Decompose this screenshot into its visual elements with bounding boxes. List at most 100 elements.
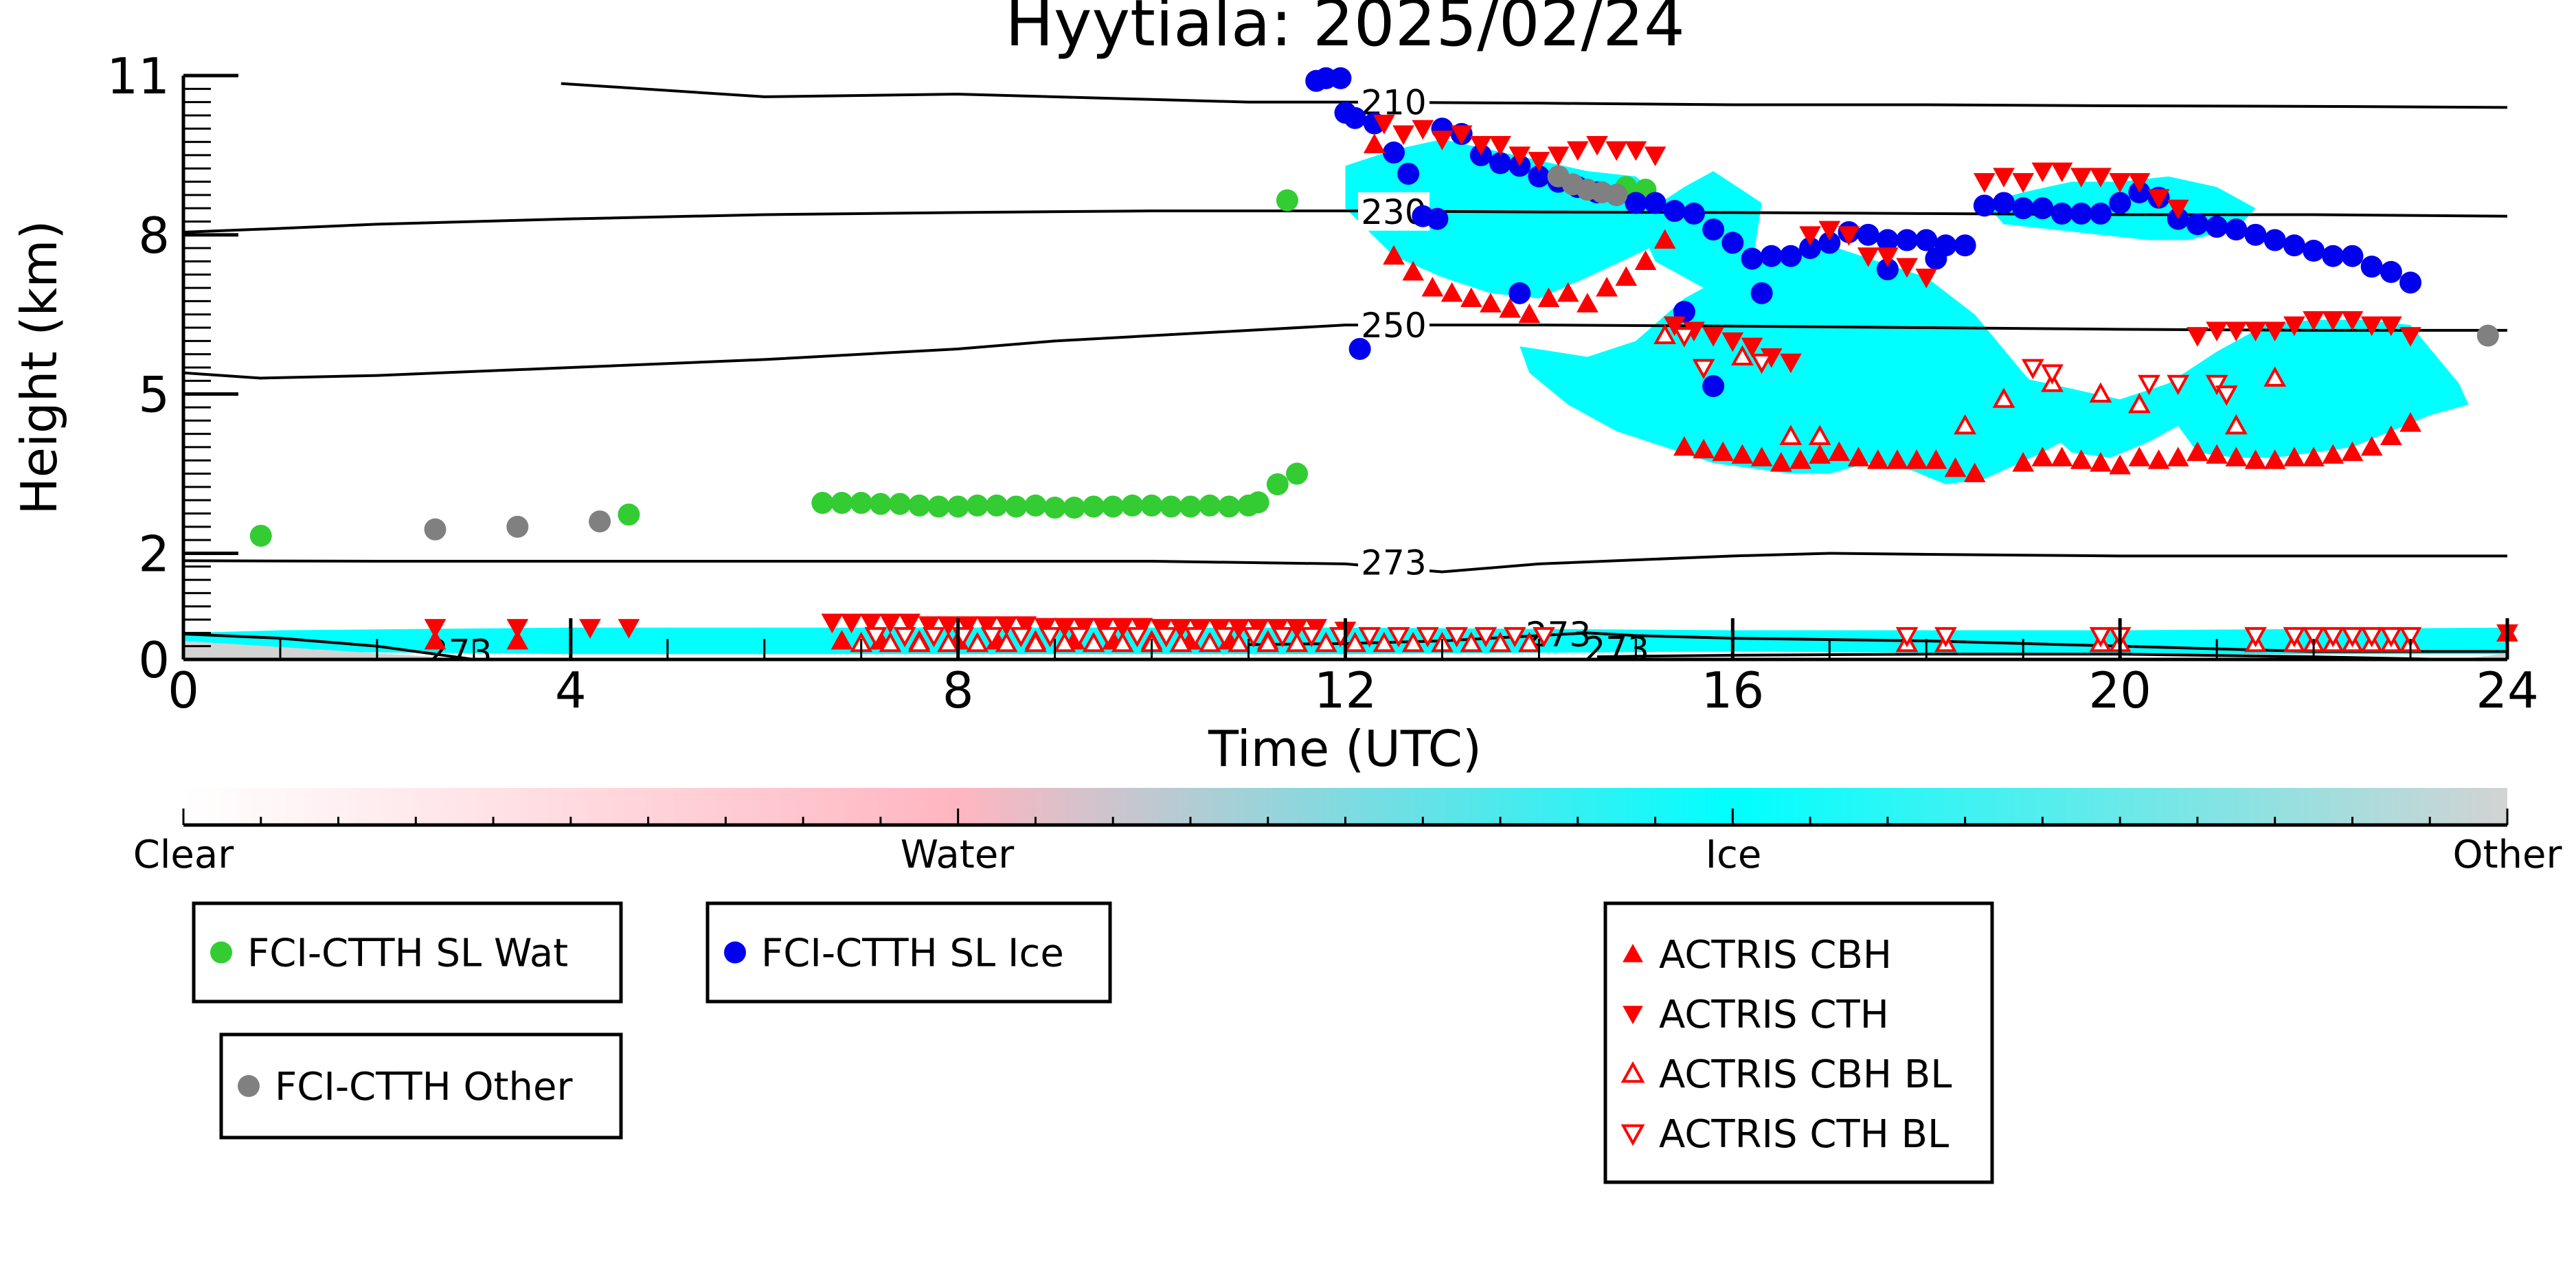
marker-layer [249, 67, 2518, 653]
data-point [1242, 626, 1265, 648]
data-point [1043, 497, 1066, 519]
data-point [1228, 631, 1250, 653]
data-point [1024, 631, 1047, 653]
data-point [966, 494, 988, 517]
data-point [1480, 293, 1502, 313]
data-point [1445, 626, 1469, 648]
data-point [1015, 616, 1037, 636]
data-point [2303, 240, 2325, 262]
data-point [1673, 436, 1695, 456]
x-tick-label: 0 [168, 662, 199, 719]
data-point [2206, 444, 2228, 464]
data-point [2476, 324, 2499, 347]
data-point [1382, 142, 1405, 164]
data-point [1155, 626, 1178, 648]
data-point [1779, 245, 1802, 267]
data-point [1212, 626, 1236, 648]
data-point [2341, 310, 2364, 331]
data-point [1954, 414, 1977, 435]
data-point [1503, 626, 1526, 648]
data-point [1426, 207, 1449, 230]
data-point [2283, 316, 2305, 337]
data-point [1271, 626, 1294, 648]
data-point [1693, 438, 1715, 459]
data-point [1876, 229, 1899, 251]
data-point [2031, 197, 2054, 220]
data-point [1876, 258, 1899, 281]
data-point [1644, 192, 1667, 214]
data-point [1557, 282, 1579, 302]
data-point [2031, 447, 2054, 466]
data-point [937, 616, 960, 636]
legend-marker [1623, 943, 1643, 962]
data-point [1944, 457, 1967, 477]
data-point [1808, 425, 1831, 445]
data-point [2186, 213, 2208, 236]
data-point [1314, 631, 1337, 653]
data-point [1741, 247, 1763, 270]
data-point [1702, 218, 1725, 241]
data-point [1721, 332, 1744, 352]
data-point [1993, 168, 2015, 188]
data-point [2360, 626, 2384, 648]
data-point [1329, 67, 1352, 89]
data-point [1450, 125, 1473, 146]
data-point [1509, 146, 1531, 166]
data-point [2109, 173, 2132, 193]
data-point [2399, 327, 2421, 347]
data-point [2380, 425, 2402, 445]
data-point [1712, 441, 1735, 462]
phase-colorbar: Clear Water Ice Other [133, 788, 2562, 877]
legend-label: FCI-CTTH Other [275, 1065, 573, 1109]
data-point [1474, 626, 1498, 648]
data-point [1828, 441, 1851, 462]
data-point [2263, 321, 2286, 341]
data-point [2322, 444, 2345, 464]
data-point [2167, 447, 2189, 466]
data-point [2206, 321, 2228, 341]
legend-label: ACTRIS CBH BL [1659, 1052, 1952, 1097]
data-point [889, 493, 912, 515]
axes: 0 2 5 8 11 0 4 8 12 16 20 24 [106, 47, 2538, 719]
data-point [506, 515, 529, 538]
legend-box [192, 901, 623, 1004]
data-point [2109, 454, 2132, 475]
data-point [1416, 626, 1439, 648]
data-point [1305, 69, 1328, 92]
data-point [1344, 631, 1366, 653]
data-point [2224, 414, 2248, 435]
legend-marker [210, 941, 232, 964]
x-tick-label: 12 [1314, 662, 1377, 719]
legend-label: FCI-CTTH SL Ice [761, 931, 1064, 976]
data-point [1431, 131, 1454, 150]
legend-label: ACTRIS CTH BL [1659, 1112, 1949, 1157]
legend-box [219, 1032, 623, 1140]
colorbar-ticks [182, 809, 2509, 827]
data-point [2341, 245, 2364, 267]
data-point [1934, 626, 1957, 648]
data-point [1184, 626, 1207, 648]
data-point [1489, 152, 1512, 174]
data-point [2109, 192, 2132, 214]
data-point [1334, 102, 1357, 124]
data-point [1915, 229, 1938, 251]
data-point [1779, 425, 1803, 445]
data-point [1489, 135, 1511, 156]
data-point [506, 619, 529, 639]
data-point [1489, 631, 1512, 653]
data-point [1596, 277, 1618, 297]
colorbar-label: Water [901, 833, 1015, 877]
data-point [879, 631, 902, 653]
data-point [1256, 631, 1280, 653]
data-point [1372, 631, 1396, 653]
legend-label: FCI-CTTH SL Wat [247, 931, 568, 976]
data-point [1140, 494, 1163, 517]
data-point [1857, 247, 1879, 267]
data-point [1499, 297, 1521, 318]
colorbar-label: Clear [133, 833, 234, 877]
y-tick-label: 11 [106, 47, 170, 105]
data-point [2206, 216, 2228, 238]
data-point [1906, 449, 1928, 469]
data-point [976, 616, 998, 636]
data-point [1348, 337, 1371, 360]
